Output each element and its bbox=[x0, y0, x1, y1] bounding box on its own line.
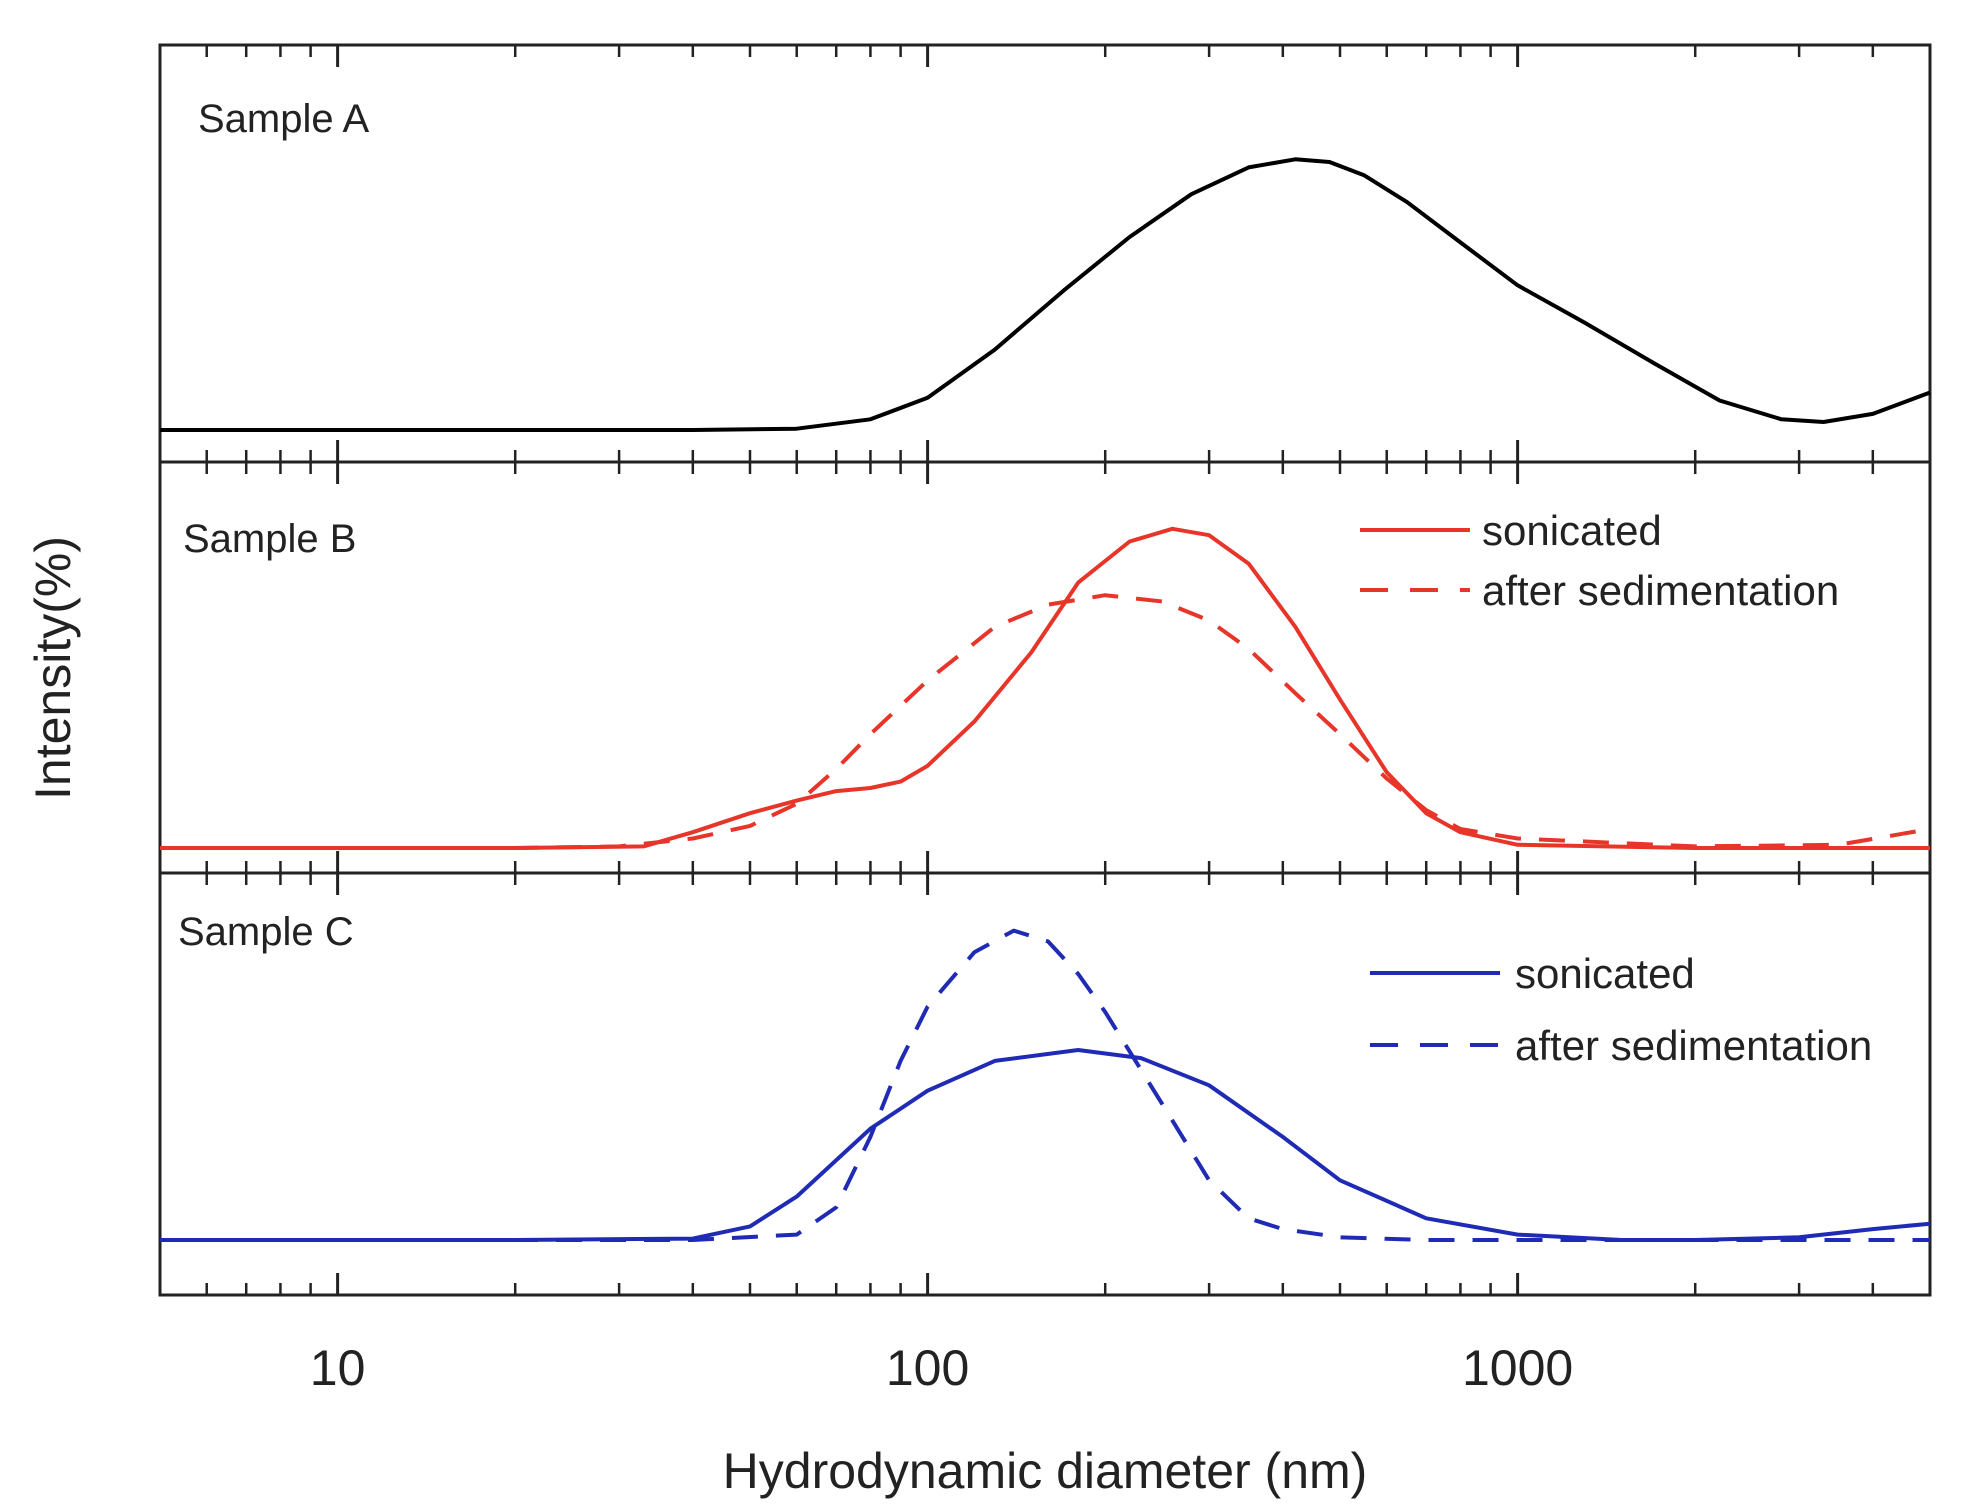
legend-label-b-solid: sonicated bbox=[1482, 507, 1662, 554]
series-line-a-solid bbox=[160, 157, 1931, 432]
series-layer bbox=[160, 157, 1931, 1242]
panel-label-c: Sample C bbox=[178, 910, 354, 954]
x-tick-label-100: 100 bbox=[886, 1340, 969, 1396]
panel-frame-b bbox=[158, 460, 1932, 875]
legend-label-c-solid: sonicated bbox=[1515, 950, 1695, 997]
panels-layer bbox=[158, 43, 1932, 1297]
panel-frame-c bbox=[158, 871, 1932, 1297]
series-line-c-solid bbox=[160, 1048, 1931, 1242]
ticks-layer bbox=[158, 45, 1932, 1295]
x-axis-title: Hydrodynamic diameter (nm) bbox=[723, 1443, 1368, 1499]
panel-frame-a bbox=[158, 43, 1932, 464]
series-line-b-dashed bbox=[160, 593, 1931, 850]
x-tick-label-10: 10 bbox=[310, 1340, 366, 1396]
panel-label-b: Sample B bbox=[183, 517, 356, 561]
x-tick-label-1000: 1000 bbox=[1462, 1340, 1573, 1396]
legend-label-c-dashed: after sedimentation bbox=[1515, 1022, 1872, 1069]
series-line-c-dashed bbox=[160, 928, 1930, 1242]
text-layer: Sample A Sample B sonicated after sedimenta… bbox=[25, 97, 1872, 1499]
panel-label-a: Sample A bbox=[198, 97, 370, 141]
y-axis-title: Intensity(%) bbox=[25, 536, 81, 800]
legend-label-b-dashed: after sedimentation bbox=[1482, 567, 1839, 614]
series-line-b-solid bbox=[160, 526, 1930, 850]
